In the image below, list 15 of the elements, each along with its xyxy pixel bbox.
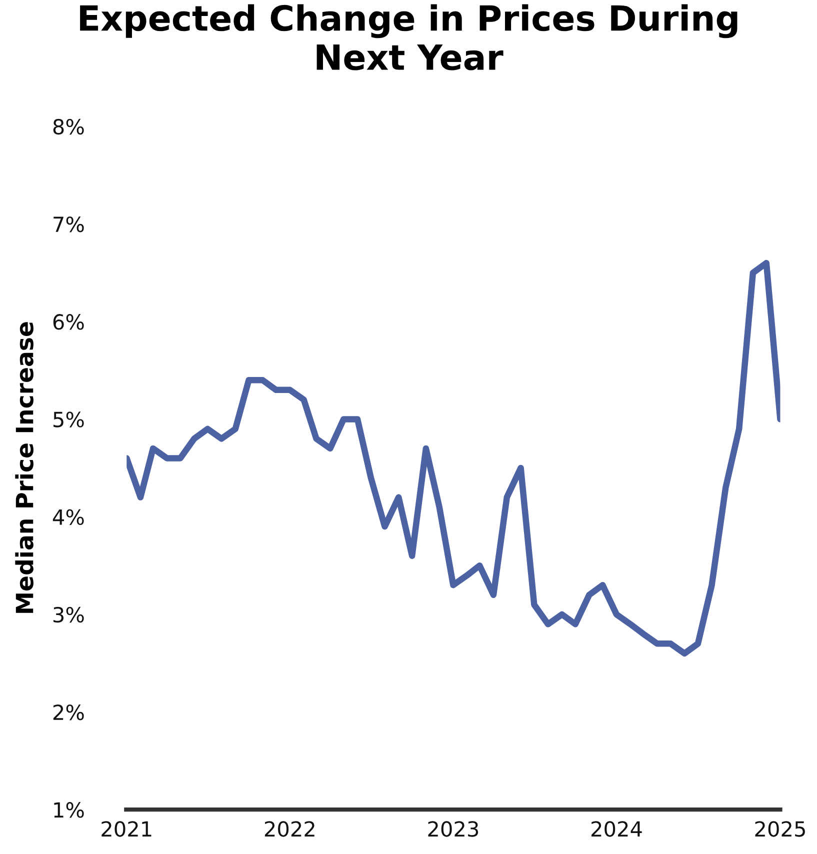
x-tick-label: 2022 (264, 821, 314, 837)
y-tick-label: 4% (52, 509, 84, 526)
x-tick-label: 2025 (755, 821, 805, 837)
x-tick-label: 2021 (102, 821, 152, 837)
x-tick-label: 2023 (428, 821, 478, 837)
y-tick-label: 6% (53, 314, 84, 330)
y-tick-label: 7% (54, 216, 84, 232)
y-tick-label: 2% (53, 704, 84, 720)
y-tick-label: 3% (54, 606, 84, 623)
y-tick-label: 1% (54, 802, 84, 818)
chart-title: Expected Change in Prices During Next Year (80, 4, 738, 70)
x-tick-label: 2024 (592, 821, 642, 837)
y-tick-label: 5% (54, 412, 84, 428)
y-tick-label: 8% (53, 118, 84, 135)
y-axis-title: Median Price Increase (15, 322, 34, 613)
